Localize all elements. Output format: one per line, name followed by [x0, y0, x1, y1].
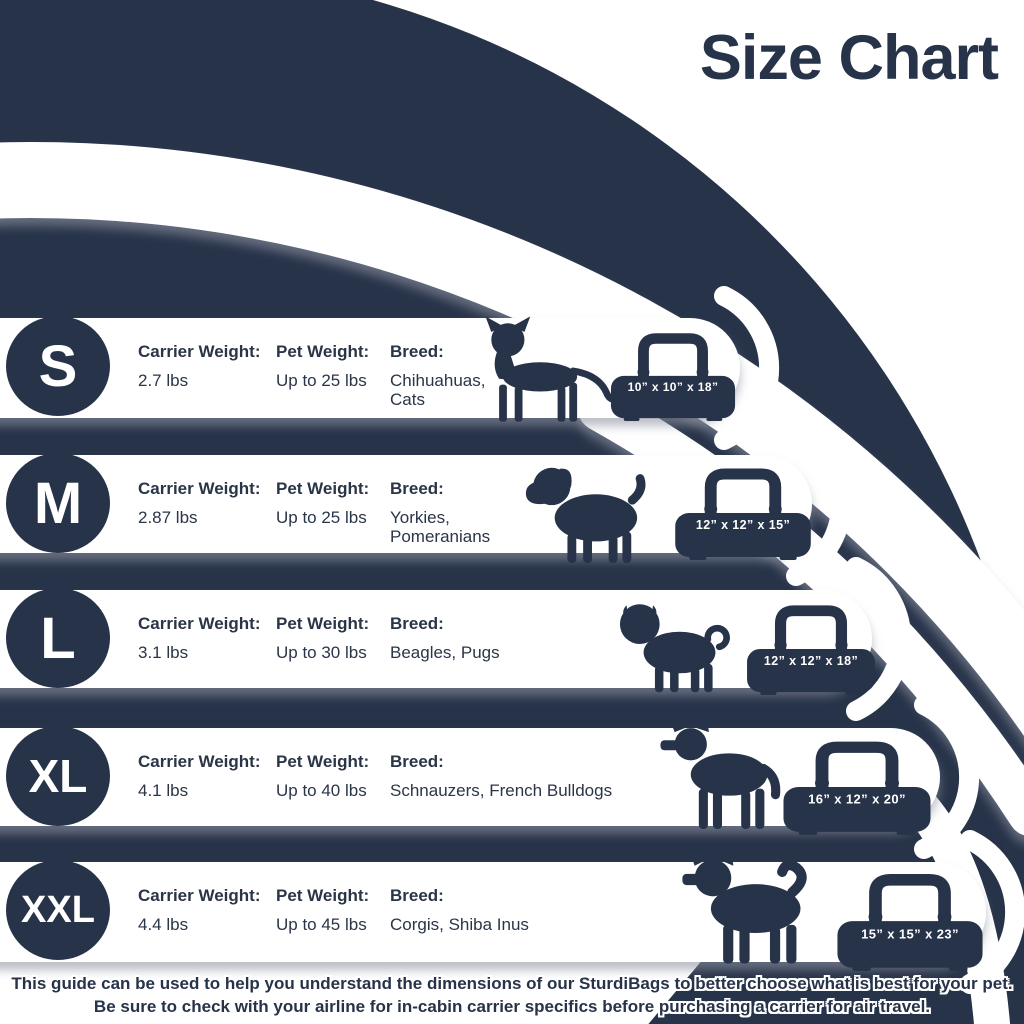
pet-weight-value: Up to 40 lbs: [276, 781, 367, 800]
breed-column: Breed: Yorkies, Pomeranians: [390, 479, 490, 546]
pet-weight-value: Up to 25 lbs: [276, 371, 367, 390]
arc-band-top: [0, 142, 1024, 737]
breed-label: Breed:: [390, 479, 444, 498]
breed-label: Breed:: [390, 342, 444, 361]
breed-column: Breed: Beagles, Pugs: [390, 614, 500, 662]
breed-label: Breed:: [390, 614, 444, 633]
carrier-weight-value: 4.4 lbs: [138, 915, 189, 934]
cap-arc-s: [714, 286, 780, 450]
carrier-bag: 10” x 10” x 18”: [608, 326, 738, 422]
cap-arc-xxl: [960, 830, 1024, 994]
size-badge: L: [6, 588, 110, 688]
carrier-weight-column: Carrier Weight: 2.7 lbs: [138, 342, 261, 390]
carrier-bag: 12” x 12” x 18”: [744, 598, 878, 696]
breed-value: Chihuahuas, Cats: [390, 371, 486, 409]
pet-weight-label: Pet Weight:: [276, 886, 370, 905]
breed-value: Beagles, Pugs: [390, 643, 500, 662]
dog-silhouette: [619, 604, 730, 693]
carrier-bag: 15” x 15” x 23”: [834, 866, 986, 972]
carrier-weight-label: Carrier Weight:: [138, 479, 261, 498]
carrier-weight-column: Carrier Weight: 3.1 lbs: [138, 614, 261, 662]
footer-note: This guide can be used to help you under…: [0, 972, 1024, 1018]
size-badge: M: [6, 453, 110, 553]
pet-weight-column: Pet Weight: Up to 40 lbs: [276, 752, 369, 800]
size-row-s: S Carrier Weight: 2.7 lbs Pet Weight: Up…: [0, 316, 740, 422]
dog-silhouette: [682, 847, 807, 964]
size-row-l: L Carrier Weight: 3.1 lbs Pet Weight: Up…: [0, 588, 875, 696]
cap-arc-xl: [914, 695, 980, 859]
carrier-bag: 12” x 12” x 15”: [672, 461, 814, 561]
page-title: Size Chart: [699, 23, 999, 93]
carrier-weight-column: Carrier Weight: 4.1 lbs: [138, 752, 261, 800]
pet-weight-column: Pet Weight: Up to 45 lbs: [276, 886, 369, 934]
footer-line-1: This guide can be used to help you under…: [11, 974, 1013, 993]
pet-weight-column: Pet Weight: Up to 25 lbs: [276, 479, 369, 527]
carrier-bag-icon: [837, 873, 983, 971]
carrier-bag-icon: [783, 741, 931, 835]
row-pill-s: [0, 318, 740, 418]
carrier-bag-icon: [610, 333, 736, 422]
cap-arc-m: [786, 422, 852, 586]
size-row-xl: XL Carrier Weight: 4.1 lbs Pet Weight: U…: [0, 716, 940, 835]
pet-weight-label: Pet Weight:: [276, 479, 370, 498]
breed-column: Breed: Chihuahuas, Cats: [390, 342, 485, 409]
pet-weight-column: Pet Weight: Up to 25 lbs: [276, 342, 369, 390]
carrier-dimensions: 15” x 15” x 23”: [861, 926, 959, 942]
carrier-weight-label: Carrier Weight:: [138, 752, 261, 771]
pet-weight-value: Up to 45 lbs: [276, 915, 367, 934]
breed-value: Corgis, Shiba Inus: [390, 915, 529, 934]
carrier-weight-column: Carrier Weight: 2.87 lbs: [138, 479, 261, 527]
carrier-bag-icon: [747, 605, 875, 696]
carrier-dimensions: 10” x 10” x 18”: [627, 380, 719, 395]
carrier-weight-label: Carrier Weight:: [138, 886, 261, 905]
carrier-dimensions: 12” x 12” x 18”: [763, 653, 859, 668]
pet-weight-label: Pet Weight:: [276, 342, 370, 361]
arc-band-mid: [578, 387, 1024, 836]
pet-weight-label: Pet Weight:: [276, 614, 370, 633]
size-badge: XXL: [6, 860, 110, 960]
carrier-weight-value: 3.1 lbs: [138, 643, 189, 662]
breed-column: Breed: Schnauzers, French Bulldogs: [390, 752, 612, 800]
carrier-weight-label: Carrier Weight:: [138, 614, 261, 633]
breed-value: Schnauzers, French Bulldogs: [390, 781, 613, 800]
carrier-dimensions: 12” x 12” x 15”: [695, 518, 791, 532]
carrier-bag-icon: [675, 468, 811, 560]
breed-column: Breed: Corgis, Shiba Inus: [390, 886, 529, 934]
dog-silhouette: [525, 467, 646, 564]
carrier-dimensions: 16” x 12” x 20”: [808, 791, 906, 807]
pet-weight-value: Up to 25 lbs: [276, 508, 367, 527]
carrier-weight-label: Carrier Weight:: [138, 342, 261, 361]
pet-weight-column: Pet Weight: Up to 30 lbs: [276, 614, 369, 662]
pet-weight-value: Up to 30 lbs: [276, 643, 367, 662]
breed-label: Breed:: [390, 886, 444, 905]
pet-weight-label: Pet Weight:: [276, 752, 370, 771]
size-badge: XL: [6, 726, 110, 826]
cap-arc-l: [846, 557, 912, 721]
size-badge: S: [6, 316, 110, 416]
carrier-weight-value: 2.87 lbs: [138, 508, 198, 527]
carrier-bag: 16” x 12” x 20”: [780, 734, 934, 836]
carrier-weight-value: 4.1 lbs: [138, 781, 189, 800]
breed-label: Breed:: [390, 752, 444, 771]
breed-value: Yorkies, Pomeranians: [390, 508, 491, 546]
footer-wedge: [0, 958, 704, 1024]
carrier-weight-column: Carrier Weight: 4.4 lbs: [138, 886, 261, 934]
footer-line-2: Be sure to check with your airline for i…: [93, 997, 931, 1016]
size-row-xxl: XXL Carrier Weight: 4.4 lbs Pet Weight: …: [0, 847, 986, 971]
dog-silhouette: [660, 716, 781, 829]
size-row-m: M Carrier Weight: 2.87 lbs Pet Weight: U…: [0, 453, 812, 564]
cat-silhouette: [485, 316, 620, 422]
carrier-weight-value: 2.7 lbs: [138, 371, 189, 390]
